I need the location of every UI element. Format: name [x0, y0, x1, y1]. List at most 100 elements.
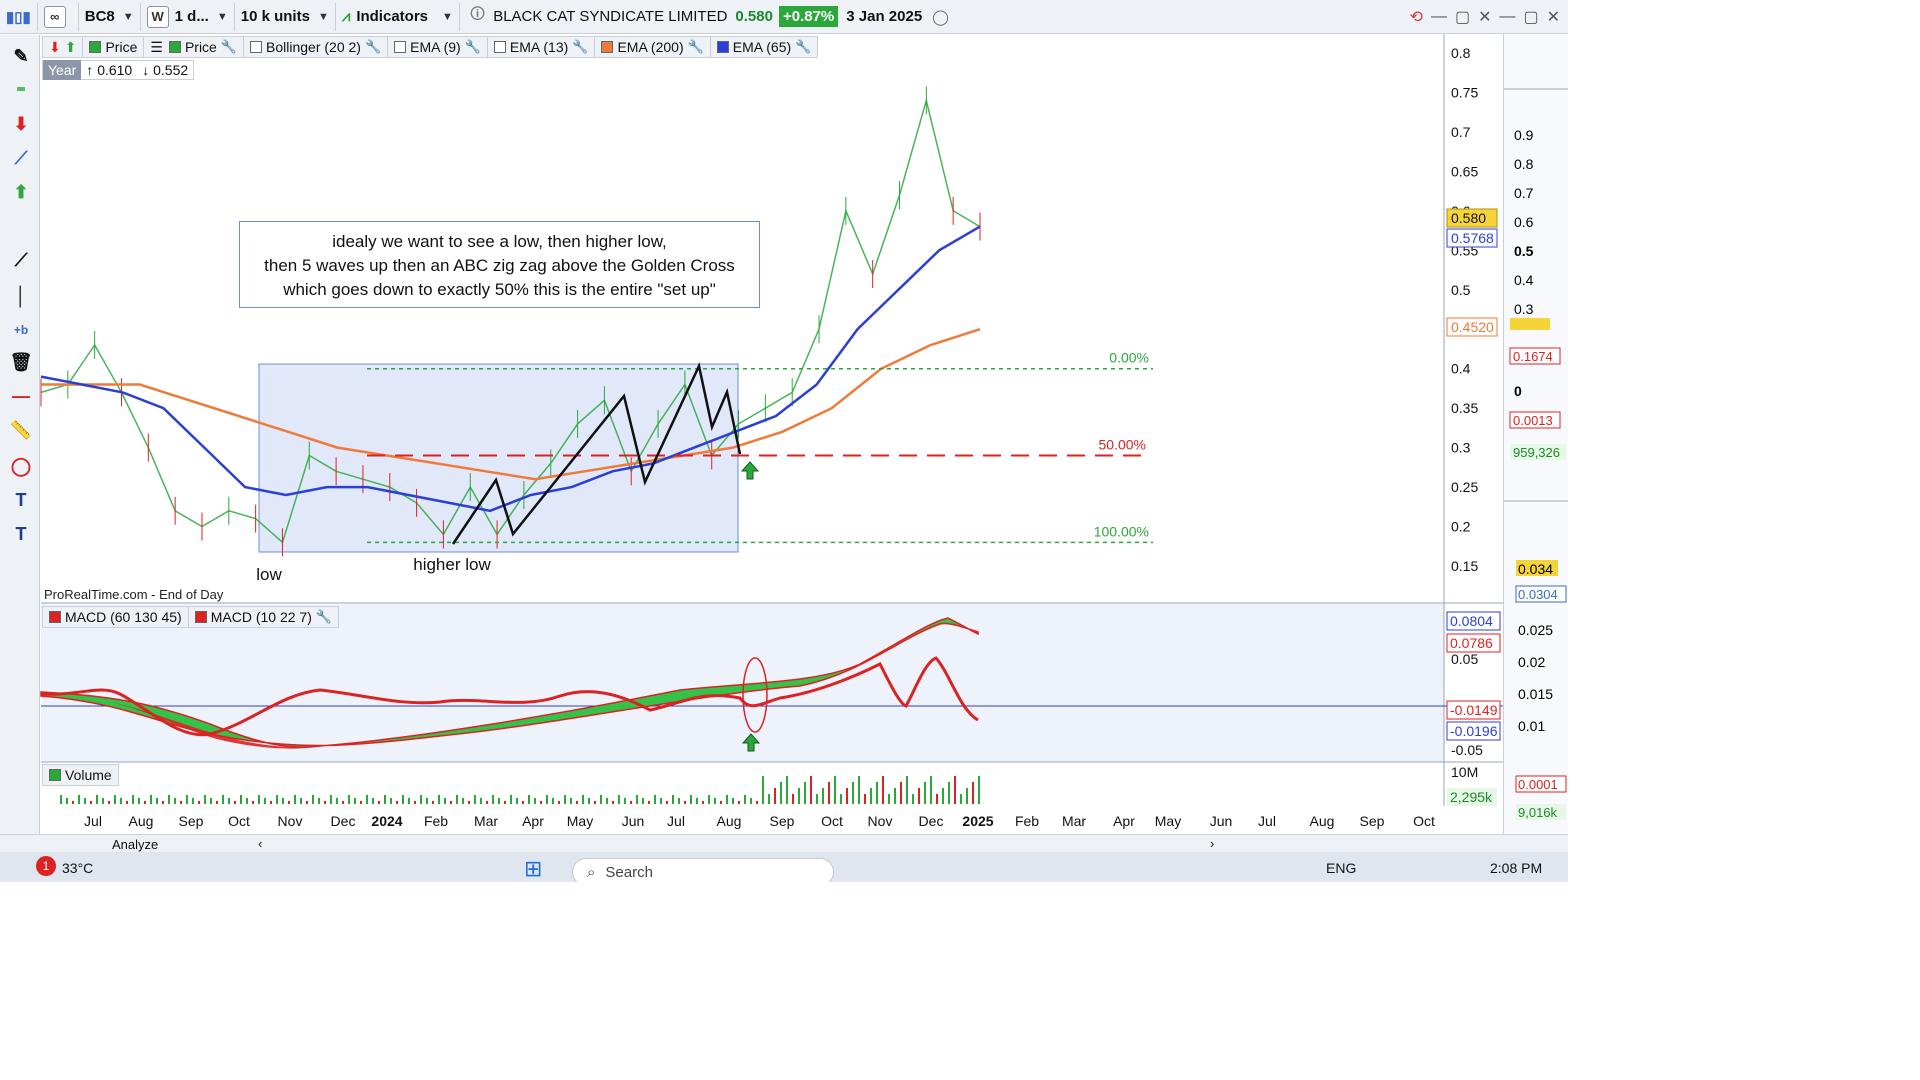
y-tick-label: 0.35	[1451, 400, 1478, 416]
swatch	[194, 611, 207, 623]
refresh-icon[interactable]: ⟲	[1409, 9, 1423, 26]
volume-bar	[600, 795, 602, 804]
legend-item-bollinger[interactable]: Bollinger (20 2) 🔧	[244, 36, 389, 58]
y-tick-label: 0.65	[1451, 163, 1478, 179]
units-select[interactable]: 10 k units ▼	[235, 2, 336, 31]
ruler-icon[interactable]: 📏	[9, 419, 33, 440]
legend-item-macd-b[interactable]: MACD (10 22 7) 🔧	[189, 606, 338, 628]
scroll-left-icon[interactable]: ‹	[258, 836, 263, 851]
pencil-icon[interactable]: ✎	[13, 45, 29, 66]
wrench-icon[interactable]: 🔧	[315, 609, 333, 624]
volume-bar	[876, 782, 878, 804]
x-tick-label: Jul	[84, 813, 102, 829]
horizontal-line-icon[interactable]: —	[12, 385, 30, 406]
windows-start-icon[interactable]: ⊞	[524, 856, 543, 881]
macd-badge-b-bg	[1446, 633, 1501, 653]
minimize-icon[interactable]: —	[1430, 8, 1447, 25]
volume-legend[interactable]: Volume	[42, 764, 119, 786]
wrench-icon[interactable]: 🔧	[464, 39, 481, 54]
svg-text:0.0304: 0.0304	[1518, 587, 1558, 602]
legend-item-ema9[interactable]: EMA (9) 🔧	[388, 36, 488, 58]
legend-item-price-1[interactable]: Price	[83, 36, 145, 58]
text-box-icon[interactable]: T	[15, 523, 27, 544]
svg-text:0.1674: 0.1674	[1513, 349, 1553, 364]
legend-item-ema13[interactable]: EMA (13) 🔧	[488, 36, 596, 58]
legend-item-price-2[interactable]: ☰ Price 🔧	[144, 36, 245, 58]
close-icon[interactable]: ✕	[1478, 9, 1492, 26]
volume-bar	[534, 798, 536, 804]
link-button[interactable]: ∞	[38, 2, 79, 31]
annotation-textbox[interactable]: idealy we want to see a low, then higher…	[239, 221, 760, 308]
volume-bar	[180, 801, 182, 804]
volume-bar	[162, 801, 164, 804]
swatch	[89, 41, 102, 53]
vertical-line-icon[interactable]: │	[15, 285, 27, 306]
legend-arrows[interactable]: ⬇ ⬆	[43, 36, 84, 58]
wrench-icon[interactable]: 🔧	[572, 39, 589, 54]
indicators-button[interactable]: ⩘ Indicators ▼	[336, 2, 460, 31]
volume-bar	[168, 795, 170, 804]
volume-bar	[84, 798, 86, 804]
ema65-badge-bg	[1446, 228, 1498, 248]
analyze-tab[interactable]: Analyze	[112, 837, 159, 852]
volume-bar	[612, 801, 614, 804]
wrench-icon[interactable]: 🔧	[364, 39, 382, 54]
ellipse-icon[interactable]: ◯	[10, 455, 32, 476]
volume-bar	[756, 801, 758, 804]
clock: 2:08 PM	[1490, 860, 1543, 876]
window-controls: ⟲ — ▢ ✕ — ▢ ✕	[1410, 0, 1568, 34]
trendline-icon[interactable]: ⟋	[14, 249, 28, 270]
wrench-icon[interactable]: 🔧	[795, 39, 812, 54]
sell-arrow-icon[interactable]: ⬇	[13, 113, 29, 134]
price-chart[interactable]: 0.150.20.250.30.350.40.50.550.60.650.70.…	[0, 34, 1503, 834]
volume-bar	[342, 801, 344, 804]
wrench-icon[interactable]: 🔧	[220, 39, 238, 54]
fib-level-label: 50.00%	[1099, 437, 1146, 453]
x-tick-label: Feb	[1015, 813, 1039, 829]
x-tick-label: Oct	[821, 813, 843, 829]
trading-app-window: { "toolbar": { "symbol": "BC8", "w_label…	[0, 0, 1568, 882]
volume-bar	[198, 801, 200, 804]
taskbar-search[interactable]: ⌕ Search	[572, 858, 834, 882]
scroll-right-icon[interactable]: ›	[1210, 836, 1215, 851]
volume-bar	[144, 801, 146, 804]
close-outer-icon[interactable]: ✕	[1546, 9, 1560, 26]
volume-bar	[444, 798, 446, 804]
trash-icon[interactable]: 🗑	[9, 351, 33, 372]
legend-item-macd-a[interactable]: MACD (60 130 45)	[43, 606, 189, 628]
wrench-icon[interactable]: 🔧	[687, 39, 704, 54]
legend-item-ema65[interactable]: EMA (65) 🔧	[711, 36, 818, 58]
x-tick-label: Dec	[331, 813, 356, 829]
volume-bar	[570, 798, 572, 804]
minimize-outer-icon[interactable]: —	[1499, 8, 1516, 25]
volume-bar	[684, 801, 686, 804]
volume-bar	[420, 795, 422, 804]
volume-bar	[492, 795, 494, 804]
buy-arrow-icon[interactable]: ⬆	[13, 181, 29, 202]
fib-line-icon[interactable]: ⁼	[16, 81, 26, 102]
volume-bar	[804, 782, 806, 804]
volume-bar	[372, 798, 374, 804]
symbol-select[interactable]: BC8 ▼	[79, 2, 141, 31]
macd-badge-d: -0.0196	[1450, 723, 1498, 739]
list-icon: ☰	[150, 38, 163, 55]
svg-text:0.025: 0.025	[1518, 622, 1553, 638]
maximize-outer-icon[interactable]: ▢	[1523, 9, 1539, 26]
volume-bar	[108, 801, 110, 804]
volume-bar	[432, 801, 434, 804]
drawing-toolbar: ✎ ⁼ ⬇ ⟋ ⬆ ⟋ │ +b 🗑 — 📏 ◯ T T	[0, 35, 40, 835]
lang-indicator: ENG	[1326, 860, 1357, 876]
volume-bar	[594, 801, 596, 804]
buy-signal-arrow	[741, 733, 761, 752]
macd-badge-c: -0.0149	[1450, 702, 1498, 718]
chart-bottom-toolbar: Analyze ‹ ›	[0, 834, 1568, 852]
chart-type-button[interactable]: ▮▯▮	[0, 2, 38, 31]
text-tool-icon[interactable]: T	[15, 489, 27, 510]
maximize-icon[interactable]: ▢	[1454, 9, 1471, 26]
indicator-legend: ⬇ ⬆ Price ☰ Price 🔧 Bollinger (20 2) 🔧 EMA (…	[42, 36, 819, 58]
fib-fan-icon[interactable]: ⟋	[14, 147, 28, 168]
wave-label-icon[interactable]: +b	[13, 323, 29, 337]
x-tick-label: Dec	[919, 813, 944, 829]
legend-item-ema200[interactable]: EMA (200) 🔧	[595, 36, 711, 58]
